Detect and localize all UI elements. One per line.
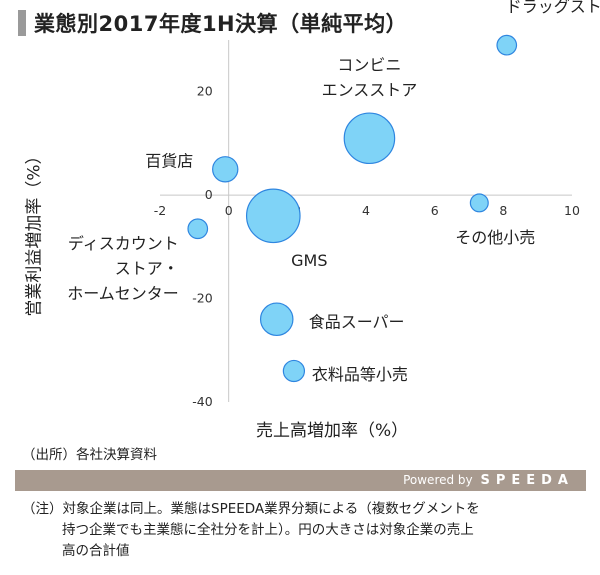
bubble-label: その他小売 (455, 228, 535, 247)
bubble-label: ホームセンター (67, 284, 179, 303)
bubble (245, 188, 301, 244)
bubble (212, 156, 239, 183)
chart-title: 業態別2017年度1H決算（単純平均） (34, 12, 408, 36)
x-tick-label: 8 (499, 203, 507, 218)
bubble-label: GMS (291, 251, 327, 270)
x-tick-label: 6 (431, 203, 439, 218)
bubble-label: 食品スーパー (309, 312, 405, 331)
bubble (259, 302, 294, 337)
x-axis-label: 売上高増加率（%） (256, 421, 409, 441)
y-tick-label: -20 (192, 291, 212, 306)
footnote-line-2: 持つ企業でも主業態に全社分を計上）。円の大きさは対象企業の売上 (62, 522, 474, 538)
footnote: （注）対象企業は同上。業態はSPEEDA業界分類による（複数セグメントを 持つ企… (22, 499, 480, 562)
y-tick-label: 20 (197, 84, 213, 99)
y-tick-label: 0 (205, 187, 213, 202)
bubble-label: ドラッグストア (506, 0, 600, 16)
bubble-chart: -20246810200-20-40ドラッグストアコンビニエンスストア百貨店その… (67, 0, 600, 409)
x-tick-label: 10 (564, 203, 580, 218)
bubble-label: エンスストア (322, 80, 418, 99)
x-tick-label: 0 (225, 203, 233, 218)
title-accent-bar (18, 10, 26, 36)
powered-by-prefix: Powered by (403, 473, 473, 487)
source-note: （出所）各社決算資料 (22, 447, 157, 463)
bubble (469, 193, 489, 213)
footnote-line-3: 高の合計値 (62, 543, 130, 559)
bubble (496, 34, 518, 56)
speeda-brand: SPEEDA (480, 473, 574, 488)
bubble-label: 百貨店 (145, 151, 193, 170)
x-tick-label: -2 (154, 203, 166, 218)
y-tick-label: -40 (192, 394, 212, 409)
bubble-label: ストア・ (115, 259, 179, 278)
bubble-label: 衣料品等小売 (312, 365, 408, 384)
x-tick-label: 4 (362, 203, 370, 218)
bubble-label: ディスカウント (68, 234, 179, 253)
footnote-line-1: （注）対象企業は同上。業態はSPEEDA業界分類による（複数セグメントを (22, 501, 480, 517)
powered-by-text: Powered by SPEEDA (403, 473, 574, 488)
bubble (187, 218, 209, 240)
powered-by-bar: Powered by SPEEDA (15, 470, 586, 491)
bubble-label: コンビニ (337, 55, 401, 74)
bubble (343, 112, 396, 165)
bubble (282, 359, 306, 383)
